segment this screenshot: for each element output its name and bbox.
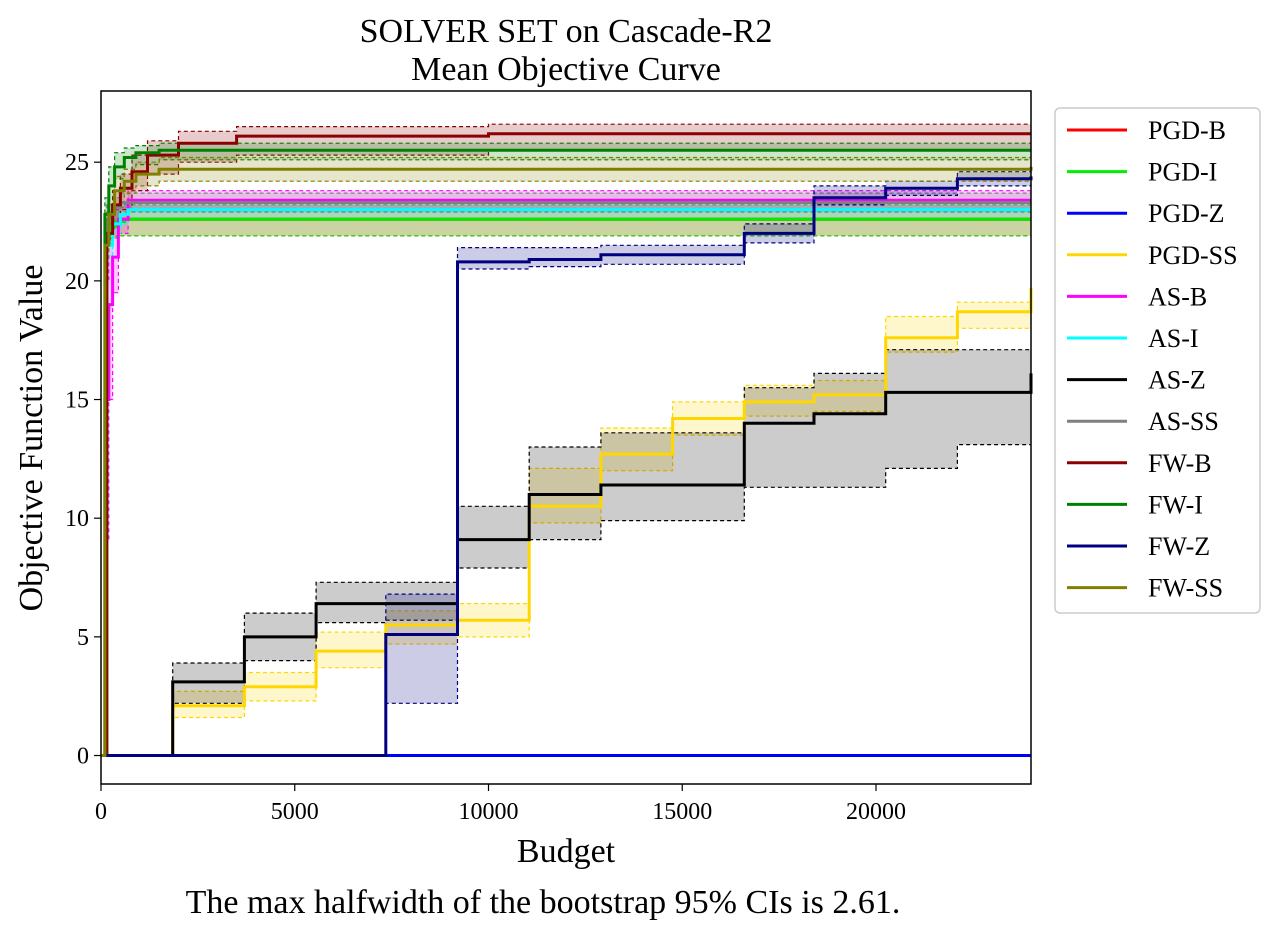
x-tick-label: 5000 (271, 799, 319, 825)
series-line-fw-ss (101, 166, 1033, 757)
legend-label-fw-ss: FW-SS (1148, 574, 1223, 603)
y-tick-label: 0 (77, 744, 89, 770)
legend-label-fw-b: FW-B (1148, 449, 1212, 478)
legend: PGD-B PGD-I PGD-Z PGD-SS AS-B AS-I AS-Z AS-SS FW… (1054, 107, 1261, 614)
x-axis-label: Budget (517, 833, 616, 870)
y-tick-label: 5 (77, 625, 89, 651)
legend-label-as-ss: AS-SS (1148, 407, 1219, 436)
legend-label-pgd-ss: PGD-SS (1148, 241, 1238, 270)
series-line-as-z (101, 373, 1033, 757)
ci-lower-as-b (101, 211, 1031, 757)
ci-upper-fw-i (101, 142, 1031, 757)
series-line-fw-i (101, 148, 1031, 757)
y-tick-label: 15 (65, 388, 89, 414)
legend-label-fw-i: FW-I (1148, 490, 1203, 519)
ci-band-as-z (101, 349, 1031, 756)
y-tick-label: 25 (65, 150, 89, 176)
series-line-fw-b (101, 132, 1031, 757)
ci-lower-fw-ss (101, 178, 1032, 757)
x-axis-ticks: 0 5000 10000 15000 20000 (95, 784, 906, 825)
legend-label-pgd-i: PGD-I (1148, 158, 1217, 187)
legend-label-pgd-b: PGD-B (1148, 116, 1226, 145)
legend-label-as-b: AS-B (1148, 282, 1207, 311)
ci-upper-pgd-ss (101, 301, 1031, 757)
legend-label-as-i: AS-I (1148, 324, 1199, 353)
x-tick-label: 15000 (652, 799, 712, 825)
legend-box (1054, 107, 1261, 614)
series-line-pgd-ss (101, 288, 1033, 757)
ci-lower-pgd-ss (101, 327, 1031, 757)
x-tick-label: 10000 (459, 799, 519, 825)
legend-label-as-z: AS-Z (1148, 366, 1206, 395)
x-tick-label: 20000 (846, 799, 906, 825)
x-tick-label: 0 (95, 799, 107, 825)
series-lines (101, 132, 1033, 757)
y-axis-label: Objective Function Value (13, 265, 50, 612)
ci-upper-as-z (101, 349, 1031, 757)
legend-label-fw-z: FW-Z (1148, 532, 1210, 561)
y-tick-label: 10 (65, 506, 89, 532)
chart-subtitle: Mean Objective Curve (411, 51, 721, 88)
series-line-fw-z (101, 176, 1033, 757)
ci-upper-fw-ss (101, 156, 1031, 757)
plot-frame (100, 90, 1032, 785)
ci-upper-fw-z (101, 171, 1031, 757)
chart-caption: The max halfwidth of the bootstrap 95% C… (186, 884, 901, 921)
y-tick-label: 20 (65, 269, 89, 295)
y-axis-ticks: 0 5 10 15 20 25 (65, 150, 101, 770)
chart-title: SOLVER SET on Cascade-R2 (360, 13, 773, 50)
legend-label-pgd-z: PGD-Z (1148, 199, 1225, 228)
